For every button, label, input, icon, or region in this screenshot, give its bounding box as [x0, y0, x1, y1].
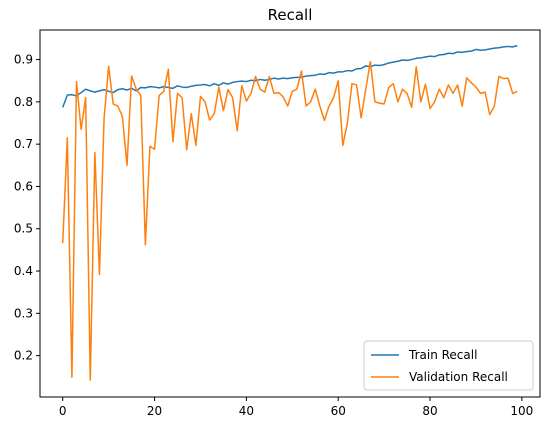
- axes-layer: 0 20 40 60 80 100 0.2 0.3 0.4 0.5 0.6 0.7 0.8 0.9: [14, 53, 533, 418]
- legend-label: Validation Recall: [409, 370, 508, 384]
- series-layer: [61, 44, 518, 381]
- x-tick-label: 60: [331, 404, 346, 418]
- y-tick-label: 0.5: [14, 222, 33, 236]
- y-tick-label: 0.2: [14, 349, 33, 363]
- y-tick-label: 0.7: [14, 137, 33, 151]
- x-tick-label: 40: [239, 404, 254, 418]
- plot-frame: [39, 29, 541, 398]
- y-tick-label: 0.9: [14, 53, 33, 67]
- legend: Train Recall Validation Recall: [363, 340, 534, 391]
- series-line-validation-recall: [61, 60, 518, 381]
- x-tick-label: 80: [422, 404, 437, 418]
- legend-box: [363, 340, 534, 391]
- y-tick-label: 0.3: [14, 306, 33, 320]
- chart-title: Recall: [268, 6, 313, 24]
- x-tick-label: 0: [59, 404, 67, 418]
- y-tick-label: 0.8: [14, 95, 33, 109]
- y-tick-label: 0.4: [14, 264, 33, 278]
- x-tick-label: 100: [510, 404, 533, 418]
- series-line-train-recall: [62, 44, 518, 108]
- x-tick-label: 20: [147, 404, 162, 418]
- y-tick-label: 0.6: [14, 179, 33, 193]
- plot-area: [39, 29, 541, 398]
- legend-label: Train Recall: [408, 348, 477, 362]
